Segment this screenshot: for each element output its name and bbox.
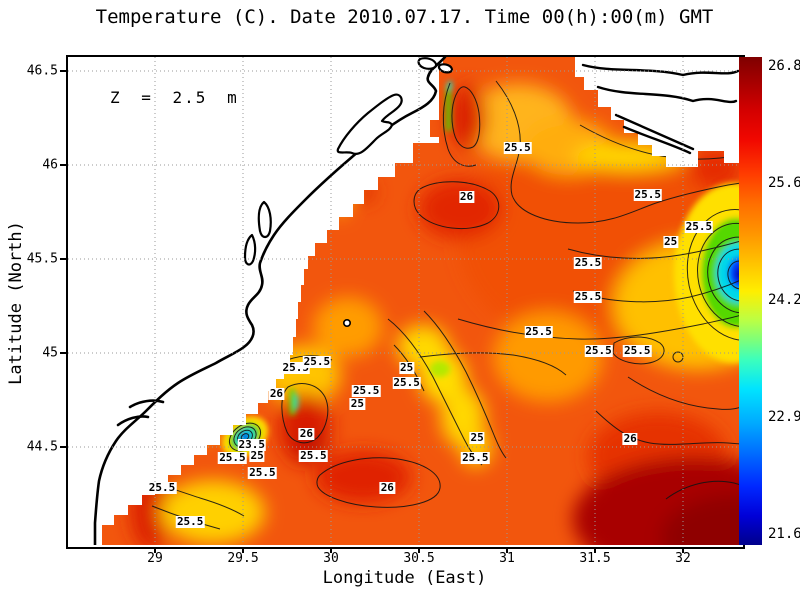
contour-label: 25.5 bbox=[573, 255, 603, 269]
x-tick-mark bbox=[682, 547, 684, 553]
contour-label: 25.5 bbox=[218, 451, 247, 465]
contour-label: 26 bbox=[298, 426, 314, 440]
depth-annotation: Z = 2.5 m bbox=[110, 88, 239, 107]
y-tick-mark bbox=[60, 446, 66, 448]
contour-label: 25.5 bbox=[503, 141, 532, 155]
x-axis-label: Longitude (East) bbox=[322, 568, 487, 588]
colorbar-tick-label: 21.6 bbox=[768, 526, 800, 542]
x-tick-mark bbox=[154, 547, 156, 553]
colorbar-tick-label: 25.6 bbox=[768, 175, 800, 191]
contour-label: 25.5 bbox=[461, 451, 490, 465]
x-tick-label: 31 bbox=[499, 551, 515, 566]
contour-label: 23.5 bbox=[237, 438, 267, 452]
x-tick-label: 32 bbox=[675, 551, 691, 566]
coastline bbox=[93, 57, 447, 545]
y-tick-mark bbox=[60, 70, 66, 72]
x-tick-label: 29.5 bbox=[227, 551, 259, 566]
y-tick-label: 44.5 bbox=[26, 439, 58, 455]
contour-label: 25 bbox=[249, 449, 265, 463]
contour-label: 26 bbox=[268, 387, 285, 401]
lagoon-outlines bbox=[243, 57, 454, 266]
contour-label: 25.5 bbox=[684, 220, 714, 234]
colorbar bbox=[739, 57, 762, 545]
contour-label: 25 bbox=[663, 235, 679, 249]
y-tick-label: 46.5 bbox=[26, 63, 58, 79]
contour-label: 25.5 bbox=[147, 481, 177, 495]
land bbox=[68, 57, 741, 545]
point-marker bbox=[342, 318, 351, 327]
contour-label: 25.5 bbox=[351, 383, 381, 397]
x-tick-mark bbox=[506, 547, 508, 553]
x-tick-label: 30 bbox=[323, 551, 339, 566]
x-tick-mark bbox=[330, 547, 332, 553]
y-tick-label: 46 bbox=[42, 157, 58, 173]
contour-label: 25.5 bbox=[175, 515, 205, 529]
y-tick-label: 45 bbox=[42, 345, 58, 361]
contour-label: 25 bbox=[469, 430, 485, 444]
x-tick-label: 30.5 bbox=[403, 551, 435, 566]
x-tick-label: 29 bbox=[147, 551, 163, 566]
contour-label: 25.5 bbox=[524, 325, 553, 339]
temperature-field-blobs bbox=[130, 84, 741, 545]
contour-label: 25.5 bbox=[633, 188, 663, 202]
colorbar-tick-label: 22.9 bbox=[768, 409, 800, 425]
gridlines bbox=[68, 57, 741, 545]
contour-label: 26 bbox=[458, 189, 475, 203]
chart-title: Temperature (C). Date 2010.07.17. Time 0… bbox=[95, 6, 714, 28]
map-canvas bbox=[68, 57, 741, 545]
y-axis-label: Latitude (North) bbox=[6, 221, 26, 385]
contour-label: 25.5 bbox=[392, 376, 421, 390]
contour-label: 25.5 bbox=[573, 289, 603, 303]
contour-label: 25.5 bbox=[281, 361, 311, 375]
contour-label: 25.5 bbox=[299, 449, 328, 463]
contour-label: 25.5 bbox=[622, 344, 652, 358]
y-tick-label: 45.5 bbox=[26, 251, 58, 267]
contour-label: 25.5 bbox=[302, 355, 332, 369]
colorbar-tick-label: 26.8 bbox=[768, 58, 800, 74]
contour-label: 26 bbox=[379, 481, 395, 495]
contour-label: 25 bbox=[399, 361, 415, 375]
x-tick-mark bbox=[418, 547, 420, 553]
x-tick-mark bbox=[594, 547, 596, 553]
x-tick-label: 31.5 bbox=[579, 551, 611, 566]
y-tick-mark bbox=[60, 164, 66, 166]
contour-label: 26 bbox=[622, 432, 638, 446]
bay-coastline bbox=[581, 63, 740, 155]
y-tick-mark bbox=[60, 258, 66, 260]
contour-label: 25.5 bbox=[248, 466, 277, 480]
x-tick-mark bbox=[242, 547, 244, 553]
colorbar-tick-label: 24.2 bbox=[768, 292, 800, 308]
plot-area: 25.5 26 25.5 25.5 25 25.5 25.5 25.5 25.5 25.5 25 25… bbox=[68, 57, 741, 545]
contour-label: 25 bbox=[349, 396, 366, 410]
contour-label: 25.5 bbox=[584, 344, 613, 358]
y-tick-mark bbox=[60, 352, 66, 354]
